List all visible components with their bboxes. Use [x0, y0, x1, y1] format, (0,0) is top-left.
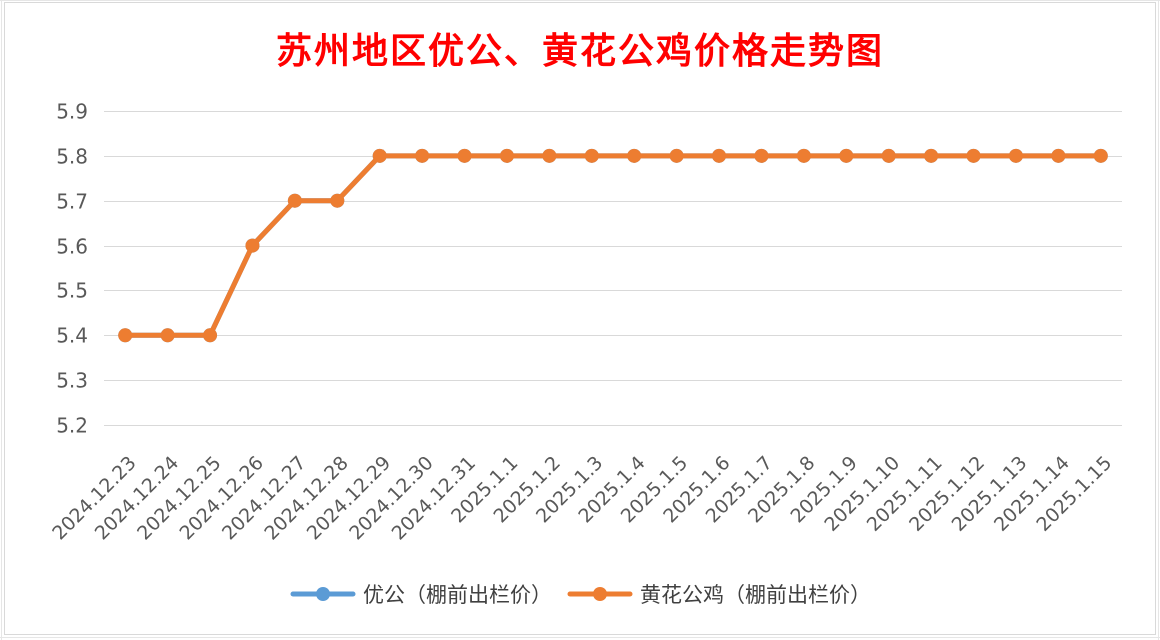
- data-point: [1008, 148, 1023, 163]
- y-tick-label: 5.2: [56, 414, 88, 438]
- legend-item: 优公（棚前出栏价）: [289, 579, 552, 609]
- y-tick-label: 5.5: [56, 279, 88, 303]
- data-point: [542, 148, 557, 163]
- data-point: [924, 148, 939, 163]
- series-line: [122, 153, 1104, 338]
- series-lines: [118, 148, 1108, 343]
- data-point: [1051, 148, 1066, 163]
- y-tick-label: 5.7: [56, 190, 88, 214]
- legend-item: 黄花公鸡（棚前出栏价）: [566, 579, 871, 609]
- legend-swatch: [290, 587, 356, 601]
- data-point: [839, 148, 854, 163]
- series-line: [122, 153, 1104, 338]
- legend: 优公（棚前出栏价） 黄花公鸡（棚前出栏价）: [0, 578, 1160, 610]
- data-point: [881, 148, 896, 163]
- chart-title: 苏州地区优公、黄花公鸡价格走势图: [275, 30, 884, 72]
- legend-label: 黄花公鸡（棚前出栏价）: [640, 583, 871, 607]
- data-point: [287, 193, 302, 208]
- data-point: [669, 148, 684, 163]
- data-point: [584, 148, 599, 163]
- data-point: [330, 193, 345, 208]
- data-point: [966, 148, 981, 163]
- data-point: [1093, 148, 1108, 163]
- y-tick-label: 5.4: [56, 324, 88, 348]
- y-tick-label: 5.3: [56, 369, 88, 393]
- data-point: [245, 238, 260, 253]
- chart-area-border: [4, 2, 1156, 635]
- y-gridlines: [104, 111, 1122, 426]
- data-point: [499, 148, 514, 163]
- y-axis-tick-labels: 5.2 5.3 5.4 5.5 5.6 5.7 5.8 5.9: [56, 100, 88, 438]
- series-1: [118, 148, 1108, 343]
- data-point: [118, 328, 133, 343]
- series-0: [118, 148, 1108, 343]
- data-point: [754, 148, 769, 163]
- x-axis-tick-labels: 2024.12.232024.12.242024.12.252024.12.26…: [48, 452, 1116, 544]
- data-point: [712, 148, 727, 163]
- y-tick-label: 5.6: [56, 235, 88, 259]
- data-point: [457, 148, 472, 163]
- data-point: [372, 148, 387, 163]
- data-point: [203, 328, 218, 343]
- data-point: [160, 328, 175, 343]
- legend-label: 优公（棚前出栏价）: [363, 583, 552, 607]
- data-point: [627, 148, 642, 163]
- y-tick-label: 5.8: [56, 145, 88, 169]
- data-point: [796, 148, 811, 163]
- legend-swatch: [567, 587, 633, 601]
- data-point: [415, 148, 430, 163]
- y-tick-label: 5.9: [56, 100, 88, 124]
